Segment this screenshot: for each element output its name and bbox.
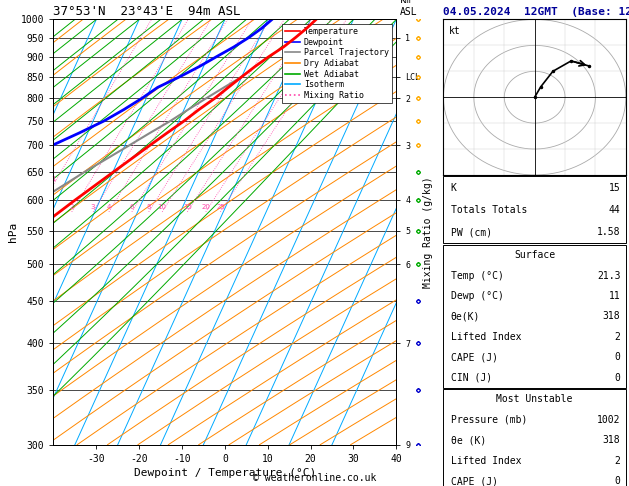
Text: 1.58: 1.58 xyxy=(597,227,620,237)
Text: 15: 15 xyxy=(609,183,620,192)
Text: 44: 44 xyxy=(609,205,620,215)
Text: 0: 0 xyxy=(615,352,620,362)
Text: Lifted Index: Lifted Index xyxy=(451,332,521,342)
Text: Surface: Surface xyxy=(514,250,555,260)
Text: 0: 0 xyxy=(615,373,620,382)
Text: 10: 10 xyxy=(158,204,167,210)
Text: 25: 25 xyxy=(216,204,225,210)
Text: 11: 11 xyxy=(609,291,620,301)
Text: Temp (°C): Temp (°C) xyxy=(451,271,504,280)
Text: Most Unstable: Most Unstable xyxy=(496,395,573,404)
Y-axis label: Mixing Ratio (g/kg): Mixing Ratio (g/kg) xyxy=(423,176,433,288)
Text: 21.3: 21.3 xyxy=(597,271,620,280)
X-axis label: Dewpoint / Temperature (°C): Dewpoint / Temperature (°C) xyxy=(134,468,316,478)
Text: © weatheronline.co.uk: © weatheronline.co.uk xyxy=(253,473,376,483)
Text: 318: 318 xyxy=(603,312,620,321)
Legend: Temperature, Dewpoint, Parcel Trajectory, Dry Adiabat, Wet Adiabat, Isotherm, Mi: Temperature, Dewpoint, Parcel Trajectory… xyxy=(282,24,392,103)
Text: 6: 6 xyxy=(130,204,134,210)
Text: 2: 2 xyxy=(70,204,74,210)
Text: Dewp (°C): Dewp (°C) xyxy=(451,291,504,301)
Text: CAPE (J): CAPE (J) xyxy=(451,476,498,486)
Text: 4: 4 xyxy=(107,204,111,210)
Text: CIN (J): CIN (J) xyxy=(451,373,492,382)
Text: 8: 8 xyxy=(147,204,151,210)
Text: 15: 15 xyxy=(183,204,192,210)
Text: km
ASL: km ASL xyxy=(399,0,417,17)
Text: 1: 1 xyxy=(52,176,56,182)
Text: K: K xyxy=(451,183,457,192)
Text: 1002: 1002 xyxy=(597,415,620,425)
Text: 318: 318 xyxy=(603,435,620,445)
Text: 3: 3 xyxy=(91,204,96,210)
Text: Pressure (mb): Pressure (mb) xyxy=(451,415,527,425)
Text: θe(K): θe(K) xyxy=(451,312,480,321)
Text: CAPE (J): CAPE (J) xyxy=(451,352,498,362)
Y-axis label: hPa: hPa xyxy=(8,222,18,242)
Text: 0: 0 xyxy=(615,476,620,486)
Text: Lifted Index: Lifted Index xyxy=(451,456,521,466)
Text: PW (cm): PW (cm) xyxy=(451,227,492,237)
Text: 2: 2 xyxy=(615,332,620,342)
Text: Totals Totals: Totals Totals xyxy=(451,205,527,215)
Text: 20: 20 xyxy=(201,204,210,210)
Text: kt: kt xyxy=(449,26,460,35)
Text: θe (K): θe (K) xyxy=(451,435,486,445)
Text: 04.05.2024  12GMT  (Base: 12): 04.05.2024 12GMT (Base: 12) xyxy=(443,7,629,17)
Text: 37°53'N  23°43'E  94m ASL: 37°53'N 23°43'E 94m ASL xyxy=(53,5,241,18)
Text: 2: 2 xyxy=(615,456,620,466)
